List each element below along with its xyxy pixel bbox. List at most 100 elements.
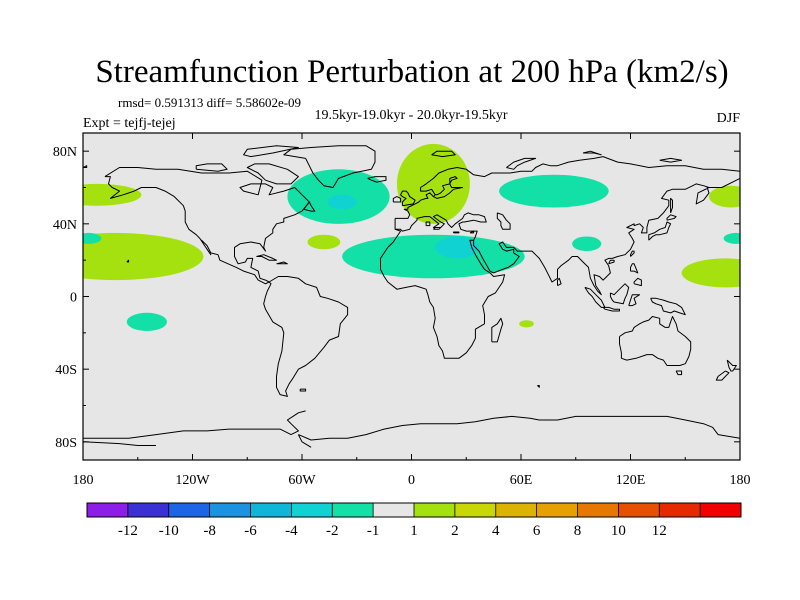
coastline-black-caspian (496, 212, 511, 230)
stats-line: rmsd= 0.591313 diff= 5.58602e-09 (118, 95, 301, 110)
coastline-asia (473, 177, 740, 296)
coastline-newfoundland (303, 201, 316, 212)
y-tick-label: 80S (55, 436, 77, 451)
coastline-greenland (283, 145, 376, 188)
anomaly-north-atlantic-core (327, 194, 357, 210)
coastline-sardinia (425, 221, 431, 227)
anomaly-central-asia-negative (499, 174, 609, 208)
coastline-tasmania (675, 370, 683, 376)
anomaly-east-pacific-negative (83, 232, 102, 244)
coastline-baffin-island (246, 163, 299, 185)
coastline-sicily (433, 227, 442, 230)
colorbar-swatch (536, 503, 578, 517)
colorbar-label: 4 (492, 523, 500, 539)
coastline-japan (648, 221, 672, 241)
colorbar-swatch (495, 503, 537, 517)
anomaly-indian-ocean-positive (519, 320, 534, 328)
coastline-antarctica-east (298, 415, 740, 441)
coastline-new-zealand-north (726, 359, 737, 372)
coastline-hawaii (126, 259, 130, 263)
colorbar-label: -1 (367, 523, 380, 539)
colorbar-swatch (659, 503, 701, 517)
coastline-cuba (256, 254, 277, 261)
x-tick-label: 120W (175, 473, 210, 488)
colorbar-swatch (373, 503, 415, 517)
coastline-madagascar (491, 317, 504, 343)
colorbar-label: 10 (611, 523, 626, 539)
colorbar-label: -10 (159, 523, 179, 539)
colorbar-swatch (168, 503, 210, 517)
coastline-british-isles (400, 190, 416, 207)
anomaly-south-pacific-negative (126, 312, 167, 331)
coastline-australia (619, 316, 692, 366)
coastline-taiwan (630, 250, 635, 257)
colorbar-swatch (414, 503, 456, 517)
coastline-borneo (609, 283, 630, 305)
coastline-new-zealand-south (715, 370, 730, 381)
anomaly-east-pacific-positive (83, 232, 204, 281)
y-tick-label: 0 (70, 291, 77, 306)
colorbar-swatch (577, 503, 619, 517)
coastline-ross-ice-front (83, 441, 156, 446)
colorbar-label: -8 (203, 523, 216, 539)
colorbar-swatch (87, 503, 129, 517)
x-tick-label: 180 (73, 473, 94, 488)
anomaly-west-pacific-positive (681, 258, 740, 288)
coastline-south-america (263, 276, 349, 397)
coastline-north-america (104, 167, 310, 285)
y-tick-label: 40S (55, 363, 77, 378)
coastline-new-siberian-islands (659, 157, 683, 163)
coastline-northern-eurasia (395, 156, 740, 219)
coastline-ireland (392, 196, 402, 203)
colorbar-swatch (332, 503, 374, 517)
experiment-label: Expt = tejfj-tejej (83, 116, 176, 131)
coastline-falklands (299, 388, 307, 392)
coastline-crete (453, 231, 460, 234)
coastline-victoria-island (195, 163, 228, 172)
coastline-layer (83, 145, 740, 448)
x-tick-label: 60E (510, 473, 533, 488)
colorbar-label: -4 (285, 523, 298, 539)
coastline-novaya-zemlya (506, 157, 537, 170)
anomaly-layer (83, 143, 740, 331)
coastline-hispaniola (276, 261, 288, 265)
coastline-sri-lanka (557, 277, 562, 287)
colorbar-swatch (291, 503, 333, 517)
coastline-antarctic-fringe (297, 434, 312, 448)
colorbar-swatch (127, 503, 170, 517)
colorbar-label: -2 (326, 523, 339, 539)
chart-title: Streamfunction Perturbation at 200 hPa (… (95, 54, 728, 90)
colorbar-swatch (454, 503, 497, 517)
coastline-iceland (367, 176, 387, 183)
colorbar-label: 1 (410, 523, 418, 539)
colorbar-swatch (700, 503, 742, 517)
colorbar-swatch (209, 503, 251, 517)
coastline-svalbard (431, 150, 456, 158)
coastline-kerguelen (537, 385, 540, 388)
coastline-wrangel (83, 165, 88, 168)
coastline-cyprus (469, 230, 475, 234)
anomaly-north-pacific-positive (83, 183, 142, 206)
y-tick-label: 40N (53, 218, 77, 233)
anomaly-dateline-negative (723, 232, 740, 244)
coastline-sulawesi (628, 294, 641, 307)
x-axis: 180 120W 60W 0 60E 120E 180 (73, 133, 751, 488)
coastline-hokkaido (666, 214, 677, 221)
season-label: DJF (717, 111, 741, 126)
anomaly-northwest-pacific-positive (709, 185, 740, 208)
colorbar-swatch (250, 503, 292, 517)
coastline-hainan (608, 259, 615, 265)
colorbar-label: -6 (244, 523, 257, 539)
x-tick-label: 60W (288, 473, 316, 488)
colorbar-label: 6 (533, 523, 541, 539)
coastline-baltic (433, 176, 464, 199)
anomaly-mid-atlantic-positive (307, 234, 341, 250)
coastline-new-guinea (650, 297, 686, 316)
period-label: 19.5kyr-19.0kyr - 20.0kyr-19.5kyr (314, 108, 507, 123)
x-tick-label: 120E (616, 473, 646, 488)
x-tick-label: 0 (408, 473, 415, 488)
colorbar-frame (86, 502, 742, 518)
coastline-antarctic-peninsula (83, 410, 306, 439)
colorbar-label: 2 (451, 523, 459, 539)
colorbar-label: 12 (652, 523, 667, 539)
